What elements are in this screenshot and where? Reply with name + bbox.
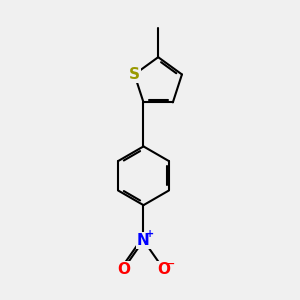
Text: O: O (117, 262, 130, 277)
Text: +: + (146, 229, 154, 239)
Text: O: O (157, 262, 170, 277)
Text: −: − (167, 259, 175, 269)
Text: N: N (137, 233, 150, 248)
Text: S: S (129, 67, 140, 82)
